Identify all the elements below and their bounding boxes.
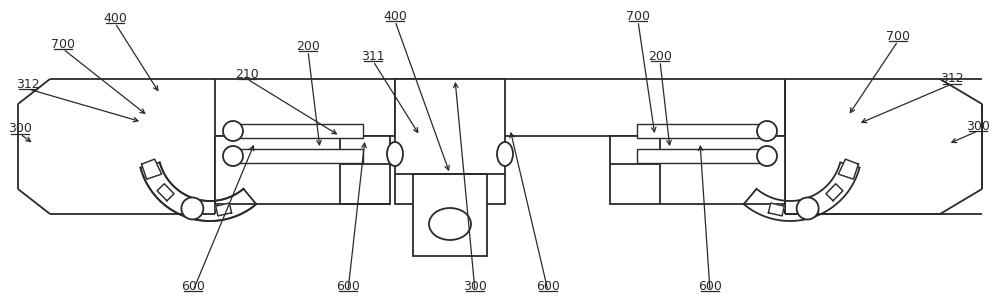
Polygon shape bbox=[184, 202, 200, 215]
Ellipse shape bbox=[497, 142, 513, 166]
Bar bbox=[637, 124, 767, 138]
Text: 300: 300 bbox=[8, 123, 32, 136]
Text: 200: 200 bbox=[296, 40, 320, 53]
Polygon shape bbox=[142, 159, 162, 179]
Text: 312: 312 bbox=[16, 78, 40, 91]
Polygon shape bbox=[768, 203, 784, 216]
Text: 200: 200 bbox=[648, 50, 672, 63]
Text: 600: 600 bbox=[181, 279, 205, 292]
Text: 210: 210 bbox=[235, 67, 259, 81]
Text: 312: 312 bbox=[940, 72, 964, 85]
Polygon shape bbox=[800, 202, 816, 215]
Bar bbox=[233, 124, 363, 138]
Text: 700: 700 bbox=[626, 9, 650, 22]
Text: 300: 300 bbox=[966, 119, 990, 133]
Bar bbox=[215, 136, 390, 204]
Bar bbox=[610, 136, 785, 204]
Ellipse shape bbox=[429, 208, 471, 240]
Polygon shape bbox=[838, 159, 858, 179]
Ellipse shape bbox=[223, 146, 243, 166]
Text: 300: 300 bbox=[463, 279, 487, 292]
Ellipse shape bbox=[797, 197, 819, 219]
Bar bbox=[413, 174, 487, 256]
Text: 311: 311 bbox=[361, 50, 385, 63]
Polygon shape bbox=[157, 184, 174, 201]
Text: 400: 400 bbox=[103, 12, 127, 25]
Ellipse shape bbox=[223, 121, 243, 141]
Text: 600: 600 bbox=[536, 279, 560, 292]
Text: 400: 400 bbox=[383, 9, 407, 22]
Bar bbox=[233, 149, 363, 163]
Text: 700: 700 bbox=[886, 29, 910, 43]
Polygon shape bbox=[140, 162, 256, 221]
Text: 700: 700 bbox=[51, 37, 75, 50]
Text: 600: 600 bbox=[336, 279, 360, 292]
Polygon shape bbox=[216, 203, 232, 216]
Ellipse shape bbox=[757, 146, 777, 166]
Ellipse shape bbox=[757, 121, 777, 141]
Text: 600: 600 bbox=[698, 279, 722, 292]
Bar bbox=[637, 149, 767, 163]
Ellipse shape bbox=[181, 197, 203, 219]
Polygon shape bbox=[744, 162, 860, 221]
Bar bbox=[395, 79, 505, 204]
Polygon shape bbox=[826, 184, 843, 201]
Ellipse shape bbox=[387, 142, 403, 166]
